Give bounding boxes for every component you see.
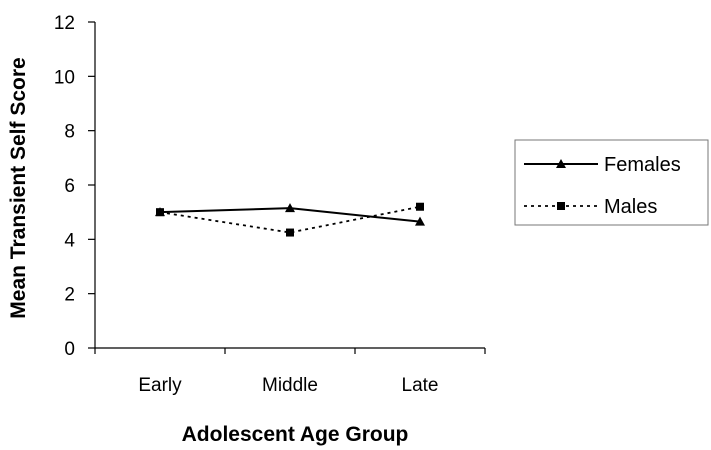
x-axis-title: Adolescent Age Group <box>182 423 409 446</box>
y-tick-label: 8 <box>64 122 75 143</box>
legend-marker-males <box>557 202 565 210</box>
data-point-males <box>156 208 164 217</box>
legend-marker-females <box>556 159 566 168</box>
y-tick-label: 12 <box>54 13 75 34</box>
series-females <box>155 203 425 226</box>
y-tick-label: 0 <box>64 339 75 360</box>
data-point-males <box>416 202 424 211</box>
x-tick-label: Middle <box>262 375 318 396</box>
y-axis-title: Mean Transient Self Score <box>7 57 30 318</box>
data-point-females <box>415 216 425 226</box>
y-tick-label: 6 <box>64 176 75 197</box>
legend: Females Males <box>514 139 709 226</box>
x-tick-label: Early <box>138 375 182 396</box>
y-axis-ticks: 0 2 4 6 8 10 12 <box>54 13 95 360</box>
x-axis-ticks: Early Middle Late <box>94 348 486 396</box>
y-tick-label: 2 <box>64 285 75 306</box>
data-point-females <box>285 203 295 213</box>
series-line-males <box>159 205 421 234</box>
data-point-males <box>286 228 294 237</box>
y-tick-label: 4 <box>64 230 75 251</box>
y-tick-label: 10 <box>54 67 75 88</box>
series-males <box>156 202 424 237</box>
legend-label-males: Males <box>604 196 657 218</box>
series-layer <box>155 202 425 237</box>
legend-label-females: Females <box>604 154 681 176</box>
legend-box <box>514 139 709 226</box>
x-tick-label: Late <box>402 375 439 396</box>
